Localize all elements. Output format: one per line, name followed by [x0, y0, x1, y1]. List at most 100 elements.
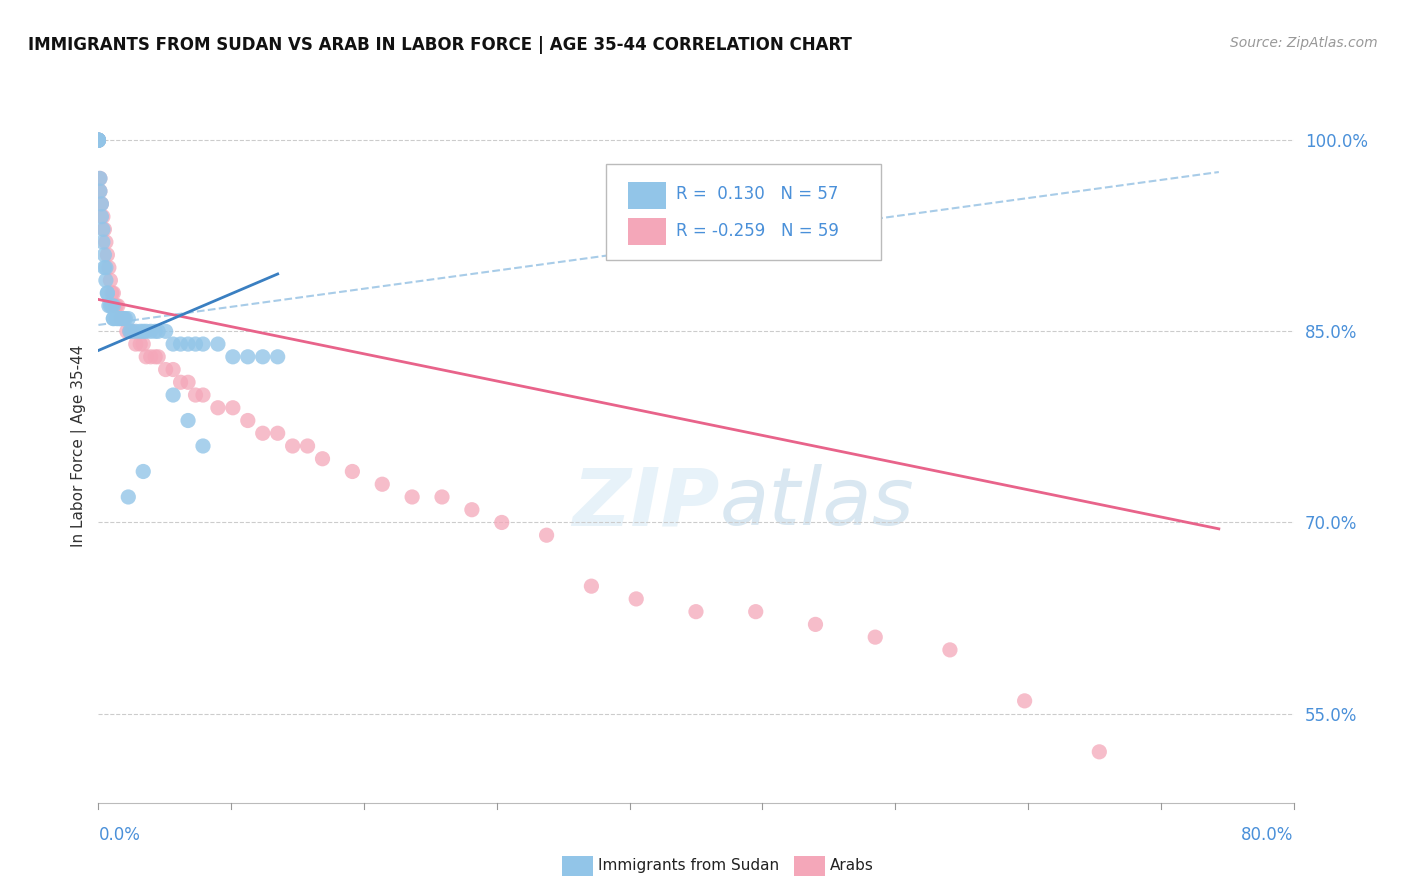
Point [129, 324, 152, 338]
Point [177, 413, 200, 427]
Point [125, 324, 148, 338]
Point [91, 235, 114, 249]
Point [94, 235, 117, 249]
Point [939, 643, 962, 657]
Point [311, 451, 333, 466]
Text: 80.0%: 80.0% [1241, 826, 1294, 844]
Point [105, 311, 128, 326]
Point [121, 324, 143, 338]
Point [93, 248, 115, 262]
Point [94, 273, 117, 287]
Point [107, 311, 129, 326]
Point [97, 299, 120, 313]
Point [143, 324, 166, 338]
Point [110, 311, 132, 326]
Point [98, 273, 122, 287]
Point [96, 286, 118, 301]
Point [103, 286, 125, 301]
Point [184, 388, 207, 402]
Point [87, 133, 110, 147]
Point [236, 350, 259, 364]
Point [96, 286, 118, 301]
Point [112, 311, 135, 326]
Point [89, 184, 111, 198]
Point [139, 350, 162, 364]
Point [87, 133, 110, 147]
Point [267, 350, 290, 364]
Point [169, 376, 191, 390]
Point [297, 439, 319, 453]
Point [685, 605, 707, 619]
Point [148, 350, 170, 364]
Point [87, 133, 110, 147]
Point [93, 260, 115, 275]
Point [371, 477, 394, 491]
Point [236, 413, 259, 427]
Text: Immigrants from Sudan: Immigrants from Sudan [598, 858, 779, 872]
Point [132, 465, 155, 479]
Point [103, 299, 125, 313]
Point [207, 401, 229, 415]
Point [491, 516, 513, 530]
Point [89, 171, 111, 186]
Point [1088, 745, 1111, 759]
Point [120, 324, 142, 338]
Point [222, 401, 245, 415]
Point [117, 311, 139, 326]
Point [125, 337, 148, 351]
Point [162, 388, 184, 402]
Point [581, 579, 603, 593]
Point [143, 350, 166, 364]
Point [103, 311, 125, 326]
Point [162, 337, 184, 351]
Text: Source: ZipAtlas.com: Source: ZipAtlas.com [1230, 36, 1378, 50]
Point [745, 605, 768, 619]
Point [87, 133, 110, 147]
Point [191, 439, 214, 453]
Point [207, 337, 229, 351]
Point [252, 426, 274, 441]
Point [91, 222, 114, 236]
Point [97, 260, 120, 275]
Point [626, 591, 648, 606]
Point [135, 350, 157, 364]
Point [118, 324, 141, 338]
Point [101, 286, 124, 301]
Point [155, 324, 177, 338]
Point [96, 248, 118, 262]
Point [108, 311, 131, 326]
Point [267, 426, 290, 441]
FancyBboxPatch shape [606, 164, 882, 260]
Point [90, 197, 112, 211]
FancyBboxPatch shape [628, 218, 666, 244]
Point [87, 133, 110, 147]
Point [87, 133, 110, 147]
Text: ZIP: ZIP [572, 464, 720, 542]
Point [107, 299, 129, 313]
Point [101, 299, 124, 313]
Point [111, 311, 134, 326]
Point [135, 324, 157, 338]
Point [430, 490, 453, 504]
Point [90, 210, 112, 224]
Point [148, 324, 170, 338]
Point [129, 337, 152, 351]
Point [114, 311, 136, 326]
Point [177, 337, 200, 351]
Point [117, 490, 139, 504]
Point [342, 465, 364, 479]
Point [162, 362, 184, 376]
Point [132, 337, 155, 351]
Point [115, 324, 138, 338]
Point [139, 324, 162, 338]
Point [112, 311, 135, 326]
Point [94, 260, 117, 275]
Point [103, 311, 125, 326]
Point [184, 337, 207, 351]
Point [89, 171, 111, 186]
Point [536, 528, 558, 542]
Point [252, 350, 274, 364]
Point [191, 337, 214, 351]
Point [155, 362, 177, 376]
Point [169, 337, 191, 351]
